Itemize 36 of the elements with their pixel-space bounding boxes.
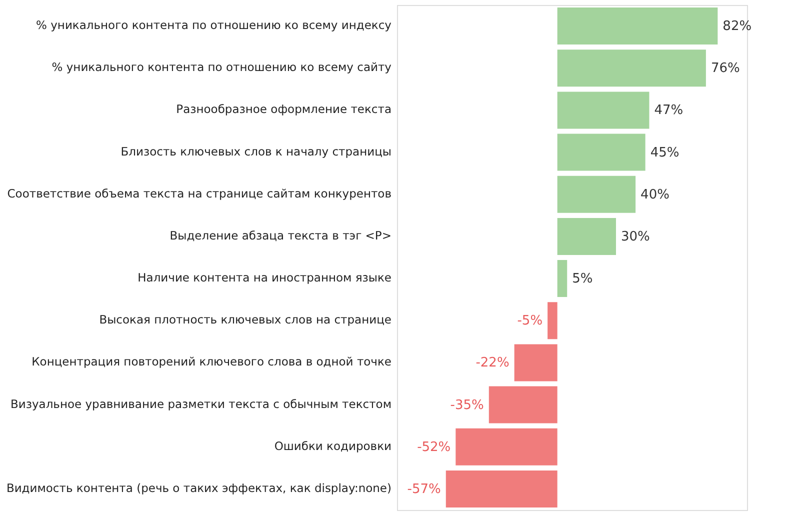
data-label: 5% xyxy=(572,272,593,287)
y-tick-label: % уникального контента по отношению ко всему сайту xyxy=(52,60,392,74)
bar xyxy=(446,470,558,508)
data-label: -5% xyxy=(517,314,543,329)
data-label: 47% xyxy=(654,103,684,118)
bar xyxy=(514,344,558,382)
y-tick-label: Разнообразное оформление текста xyxy=(176,102,392,116)
bar xyxy=(557,50,706,87)
y-tick-label: Выделение абзаца текста в тэг <P> xyxy=(170,228,392,242)
data-label: 45% xyxy=(650,145,680,160)
bar xyxy=(557,218,616,255)
y-tick-label: Видимость контента (речь о таких эффектах, как display:none) xyxy=(6,480,392,495)
bar xyxy=(557,134,646,171)
data-label: -57% xyxy=(407,482,441,497)
bar xyxy=(456,428,558,466)
bar xyxy=(557,260,568,298)
bar xyxy=(548,302,558,340)
y-tick-label: Ошибки кодировки xyxy=(274,438,392,453)
data-label: 82% xyxy=(722,19,752,34)
y-tick-label: Высокая плотность ключевых слов на странице xyxy=(99,312,392,327)
data-label: 40% xyxy=(640,187,670,202)
y-tick-label: Близость ключевых слов к началу страницы xyxy=(120,144,392,158)
y-tick-label: Соответствие объема текста на странице сайтам конкурентов xyxy=(7,186,392,200)
data-label: -35% xyxy=(450,398,484,413)
data-label: 76% xyxy=(710,61,740,76)
bar xyxy=(557,176,636,213)
y-tick-label: Наличие контента на иностранном языке xyxy=(138,270,392,285)
data-label: -52% xyxy=(417,440,451,455)
bar xyxy=(557,92,650,129)
y-tick-label: Визуальное уравнивание разметки текста с обычным текстом xyxy=(10,396,392,411)
data-label: -22% xyxy=(476,356,510,371)
bar xyxy=(557,8,718,45)
y-tick-label: Концентрация повторений ключевого слова в одной точке xyxy=(32,354,392,369)
y-tick-label: % уникального контента по отношению ко всему индексу xyxy=(36,18,392,32)
bar xyxy=(488,386,558,424)
data-label: 30% xyxy=(620,229,650,244)
